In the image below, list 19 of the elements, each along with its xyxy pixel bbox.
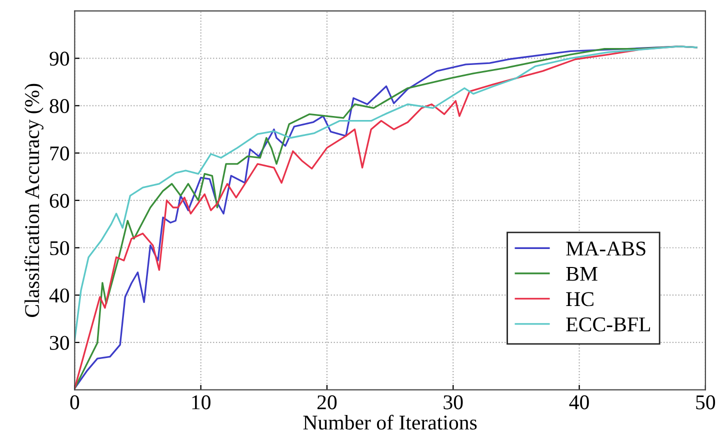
x-axis-title: Number of Iterations [303, 414, 477, 430]
x-tick-label: 30 [444, 395, 463, 410]
y-tick-label: 90 [50, 52, 70, 66]
y-tick-label: 80 [50, 99, 70, 114]
x-tick-label: 50 [696, 395, 716, 410]
y-axis-title: Classification Accuracy (%) [24, 84, 44, 317]
y-tick-label: 70 [50, 146, 70, 160]
y-tick-label: 30 [50, 336, 70, 350]
x-tick-label: 10 [192, 395, 210, 410]
x-tick-label: 20 [317, 395, 337, 410]
y-tick-label: 50 [50, 241, 70, 256]
y-tick-label: 60 [50, 194, 70, 208]
legend-label: HC [566, 292, 594, 306]
legend-label: BM [566, 267, 598, 281]
y-tick-label: 40 [49, 288, 70, 303]
x-tick-label: 0 [70, 395, 80, 410]
x-tick-label: 40 [569, 395, 589, 410]
legend-label: MA-ABS [566, 242, 646, 256]
legend-label: ECC-BFL [566, 317, 650, 332]
